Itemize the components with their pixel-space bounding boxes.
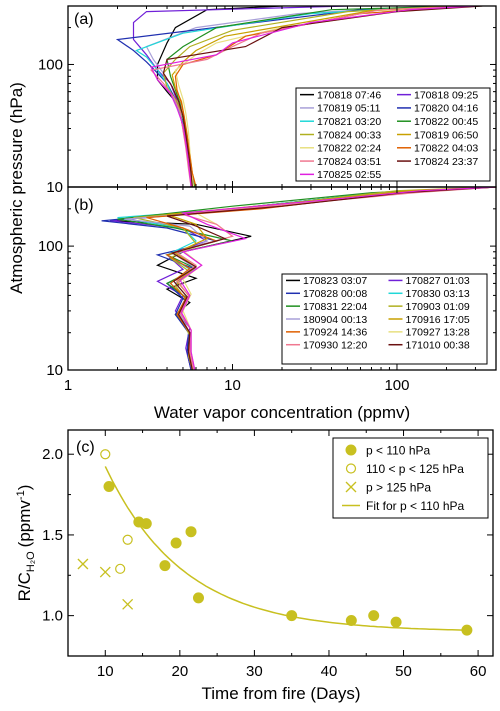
panel-a-series-line-12	[150, 6, 476, 187]
scatter-x-tick-label: 50	[395, 663, 412, 680]
scatter-legend-label: p > 125 hPa	[366, 481, 431, 495]
scatter-point-0-2	[140, 518, 152, 530]
panel-b-y-tick-label: 10	[46, 362, 63, 379]
scatter-x-tick-label: 40	[321, 663, 338, 680]
panel-a-legend-label: 170820 04:16	[414, 103, 478, 115]
panel-a-legend-label: 170821 03:20	[317, 116, 381, 128]
scatter-y-tick-label: 1.0	[42, 608, 63, 625]
panel-b-y-tick-label: 100	[38, 238, 63, 255]
scatter-point-0-8	[345, 614, 357, 626]
scatter-y-label-unit-exp: -1	[15, 490, 27, 500]
panel-a-legend-label: 170818 07:46	[317, 89, 381, 101]
scatter-point-1-1	[115, 563, 126, 574]
panel-a-legend-label: 170824 23:37	[414, 156, 478, 168]
panel-c-ticks: 10 20 30 40 50 60 1.0 1.5 2.0	[42, 430, 493, 680]
panel-b-legend-label: 170930 12:20	[303, 340, 367, 352]
panel-a-series-line-11	[162, 6, 483, 187]
panel-a-legend-label: 170822 02:24	[317, 143, 381, 155]
panel-a-label: (a)	[74, 11, 94, 28]
scatter-legend-marker	[345, 481, 357, 493]
panel-a-legend-label: 170824 03:51	[317, 156, 381, 168]
panel-b-frame	[67, 186, 497, 371]
scatter-point-2-2	[122, 598, 134, 610]
panel-b-lines	[101, 187, 496, 370]
scatter-x-tick-label: 10	[97, 663, 114, 680]
panel-a-legend-label: 170819 05:11	[317, 103, 381, 115]
scatter-point-1-2	[122, 534, 133, 545]
scatter-y-axis-label: R/CH₂O (ppmv-1)	[15, 485, 37, 602]
panel-a-legend-label: 170822 04:03	[414, 143, 478, 155]
panel-a-y-tick-label: 100	[38, 56, 63, 73]
panel-b-legend-box	[281, 273, 488, 365]
panel-c-frame	[67, 429, 494, 657]
scatter-point-2-0	[77, 558, 89, 570]
panel-c-label: (c)	[76, 439, 95, 456]
shared-y-axis-label: Atmospheric pressure (hPa)	[7, 82, 26, 294]
panel-a-legend-label: 170824 00:33	[317, 129, 381, 141]
scatter-point-0-5	[185, 526, 197, 538]
panel-b-legend-label: 170823 03:07	[303, 275, 367, 287]
panel-b-legend-label: 170831 22:04	[303, 301, 367, 313]
scatter-point-0-10	[390, 616, 402, 628]
panel-c-legend: p < 110 hPa 110 < p < 125 hPa p > 125 hPa F…	[332, 437, 489, 519]
scatter-point-0-7	[286, 610, 298, 622]
panel-b-legend-label: 170927 13:28	[406, 327, 470, 339]
panel-a-y-tick-label: 10	[46, 179, 63, 196]
panel-b-label: (b)	[74, 197, 94, 214]
scatter-legend-marker	[345, 444, 357, 456]
panel-b-series-line-12	[179, 187, 496, 370]
panel-a-legend-label: 170819 06:50	[414, 129, 478, 141]
panel-a-legend-box	[295, 87, 491, 182]
panel-b-x-tick-label: 10	[224, 377, 241, 394]
panel-b-series-line-11	[166, 187, 496, 370]
panel-b-legend-label: 170903 01:09	[406, 301, 470, 313]
scatter-y-label-main: R/C	[15, 572, 34, 601]
scatter-x-tick-label: 30	[246, 663, 263, 680]
scatter-point-0-11	[461, 624, 473, 636]
scatter-y-label-unit: (ppmv	[15, 500, 34, 548]
scatter-y-label-close: )	[15, 485, 34, 491]
scatter-y-tick-label: 1.5	[42, 527, 63, 544]
scatter-point-1-0	[100, 449, 111, 460]
panel-a-series-line-9	[174, 6, 466, 187]
scatter-x-tick-label: 60	[470, 663, 487, 680]
panel-b-x-tick-label: 1	[64, 377, 72, 394]
panel-b-legend-label: 180904 00:13	[303, 314, 367, 326]
profiles-x-axis-label: Water vapor concentration (ppmv)	[154, 403, 410, 422]
scatter-point-0-3	[159, 560, 171, 572]
scatter-point-0-4	[170, 537, 182, 549]
panel-a-series-line-10	[149, 6, 476, 187]
scatter-point-0-6	[192, 592, 204, 604]
scatter-x-tick-label: 20	[171, 663, 188, 680]
panel-a-legend-label: 170825 02:55	[317, 169, 381, 181]
scatter-point-2-1	[99, 566, 111, 578]
panel-a-profiles: 100 10 (a) 170818 07:46 170818 09:25 170819…	[38, 5, 497, 196]
scatter-point-0-0	[103, 481, 115, 492]
panel-b-legend-label: 170830 03:13	[406, 288, 470, 300]
scatter-legend-label: Fit for p < 110 hPa	[366, 499, 464, 513]
panel-b-legend-label: 170828 00:08	[303, 288, 367, 300]
scatter-legend-label: 110 < p < 125 hPa	[366, 462, 464, 476]
panel-a-legend-label: 170822 00:45	[414, 116, 478, 128]
scatter-point-0-9	[368, 610, 380, 622]
panel-b-legend-label: 170827 01:03	[406, 275, 470, 287]
panel-a-lines	[115, 6, 483, 187]
panel-b-legend-label: 171010 00:38	[406, 340, 470, 352]
panel-c-scatter: 10 20 30 40 50 60 1.0 1.5 2.0 (c) p < 110 hPa 110…	[42, 429, 494, 680]
scatter-legend-box	[332, 437, 489, 519]
panel-c-plot	[77, 449, 473, 636]
scatter-legend-marker	[345, 463, 357, 474]
panel-b-legend-label: 170916 17:05	[406, 314, 470, 326]
panel-a-legend-label: 170818 09:25	[414, 89, 478, 101]
scatter-legend-label: p < 110 hPa	[366, 444, 430, 458]
panel-b-x-tick-label: 100	[384, 377, 409, 394]
scatter-y-label-sub: H₂O	[25, 551, 37, 572]
scatter-x-axis-label: Time from fire (Days)	[202, 684, 361, 703]
scatter-y-tick-label: 2.0	[42, 446, 63, 463]
panel-b-legend-label: 170924 14:36	[303, 327, 367, 339]
